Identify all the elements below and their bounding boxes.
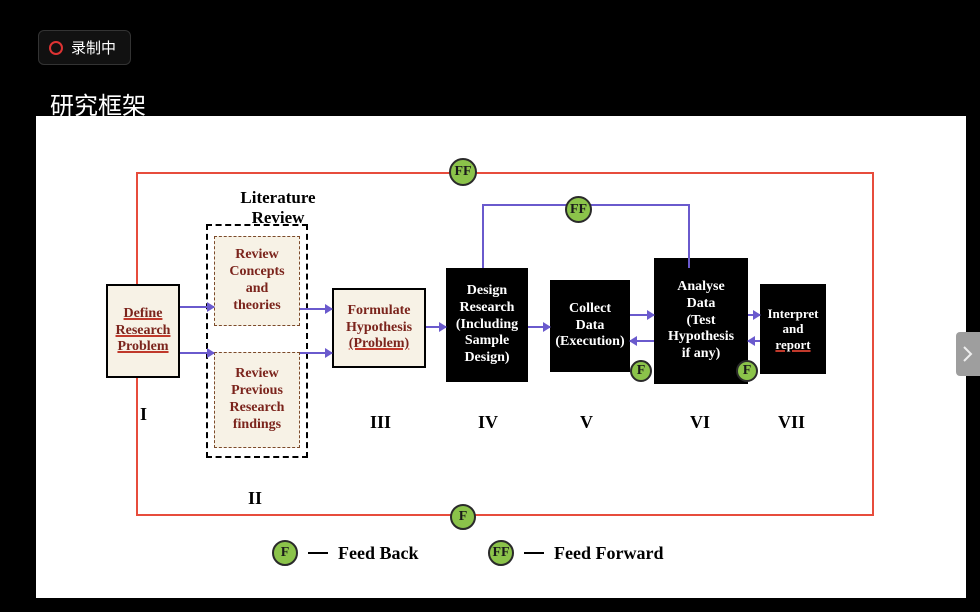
legend-feedback: F Feed Back — [272, 540, 419, 566]
node-design-research: DesignResearch(IncludingSampleDesign) — [446, 268, 528, 382]
node-collect-data: CollectData(Execution) — [550, 280, 630, 372]
recording-badge: 录制中 — [38, 30, 131, 65]
legend-dash-icon — [524, 552, 544, 554]
recording-label: 录制中 — [71, 37, 116, 58]
stage-label-6: VI — [690, 412, 710, 433]
chevron-right-icon — [963, 346, 973, 362]
legend-ff-text: Feed Forward — [554, 543, 663, 564]
node-define-research-problem: DefineResearchProblem — [106, 284, 180, 378]
legend-dash-icon — [308, 552, 328, 554]
ff-circle-top: FF — [449, 158, 477, 186]
ff-bracket-right — [688, 204, 690, 268]
arrow-1-to-2a — [180, 306, 214, 308]
ff-circle-mid: FF — [565, 196, 592, 223]
diagram-canvas: Literature Review DefineResearchProblem … — [36, 116, 966, 598]
node-review-concepts: ReviewConceptsandtheories — [214, 236, 300, 326]
arrow-4-to-5 — [528, 326, 550, 328]
node-analyse-data: AnalyseData(TestHypothesisif any) — [654, 258, 748, 384]
record-icon — [49, 41, 63, 55]
arrow-1-to-2b — [180, 352, 214, 354]
node-interpret-report: Interpretandreport — [760, 284, 826, 374]
stage-label-7: VII — [778, 412, 805, 433]
f-circle-small-2: F — [736, 360, 758, 382]
legend-ff-icon: FF — [488, 540, 514, 566]
stage-label-3: III — [370, 412, 391, 433]
f-circle-bottom: F — [450, 504, 476, 530]
top-bar: 录制中 — [0, 0, 980, 78]
stage-label-2: II — [248, 488, 262, 509]
slide-area: Literature Review DefineResearchProblem … — [36, 116, 966, 598]
slide: Literature Review DefineResearchProblem … — [36, 116, 966, 598]
arrow-6-to-5-feedback — [630, 340, 654, 342]
arrow-5-to-6 — [630, 314, 654, 316]
arrow-7-to-6-feedback — [748, 340, 760, 342]
literature-review-title: Literature Review — [218, 188, 338, 228]
node-review-previous-findings: ReviewPreviousResearchfindings — [214, 352, 300, 448]
stage-label-4: IV — [478, 412, 498, 433]
ff-bracket-left — [482, 204, 484, 268]
legend-f-text: Feed Back — [338, 543, 419, 564]
legend-feedforward: FF Feed Forward — [488, 540, 663, 566]
legend-f-icon: F — [272, 540, 298, 566]
arrow-2b-to-3 — [300, 352, 332, 354]
arrow-2a-to-3 — [300, 308, 332, 310]
f-circle-small-1: F — [630, 360, 652, 382]
stage-label-5: V — [580, 412, 593, 433]
arrow-6-to-7 — [748, 314, 760, 316]
next-slide-button[interactable] — [956, 332, 980, 376]
arrow-3-to-4 — [426, 326, 446, 328]
stage-label-1: I — [140, 404, 147, 425]
node-formulate-hypothesis: FormulateHypothesis(Problem) — [332, 288, 426, 368]
